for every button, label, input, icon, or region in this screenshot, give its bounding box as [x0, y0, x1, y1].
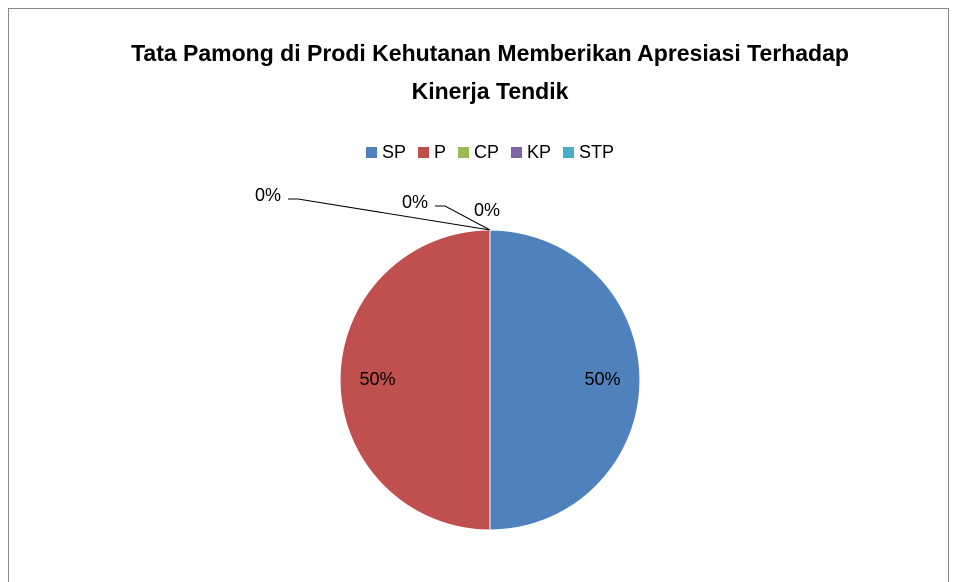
legend-item: P — [417, 142, 446, 163]
legend-swatch — [511, 147, 522, 158]
legend-swatch — [563, 147, 575, 158]
legend-swatch — [365, 147, 377, 158]
legend-item: SP — [365, 142, 406, 163]
pie-slice — [339, 229, 491, 531]
chart-title: Tata Pamong di Prodi Kehutanan Memberika… — [131, 40, 849, 104]
data-label: 0% — [255, 185, 281, 205]
legend-label: STP — [579, 142, 615, 162]
legend-item: CP — [457, 142, 499, 163]
legend-label: P — [433, 142, 446, 162]
data-label: 50% — [359, 369, 395, 389]
legend-label: KP — [527, 142, 552, 162]
legend-item: STP — [563, 142, 614, 163]
data-label: 0% — [402, 192, 428, 212]
pie-slice — [489, 229, 641, 531]
data-label: 50% — [584, 369, 620, 389]
legend-item: KP — [511, 142, 551, 163]
legend-swatch — [417, 147, 429, 158]
legend-label: SP — [381, 142, 406, 162]
leader-line — [288, 198, 491, 231]
data-label: 0% — [474, 200, 500, 220]
legend-swatch — [457, 147, 469, 158]
leader-line — [435, 205, 491, 231]
legend: SP P CP KP STP — [0, 142, 957, 163]
legend-label: CP — [473, 142, 499, 162]
chart-border — [8, 8, 949, 582]
